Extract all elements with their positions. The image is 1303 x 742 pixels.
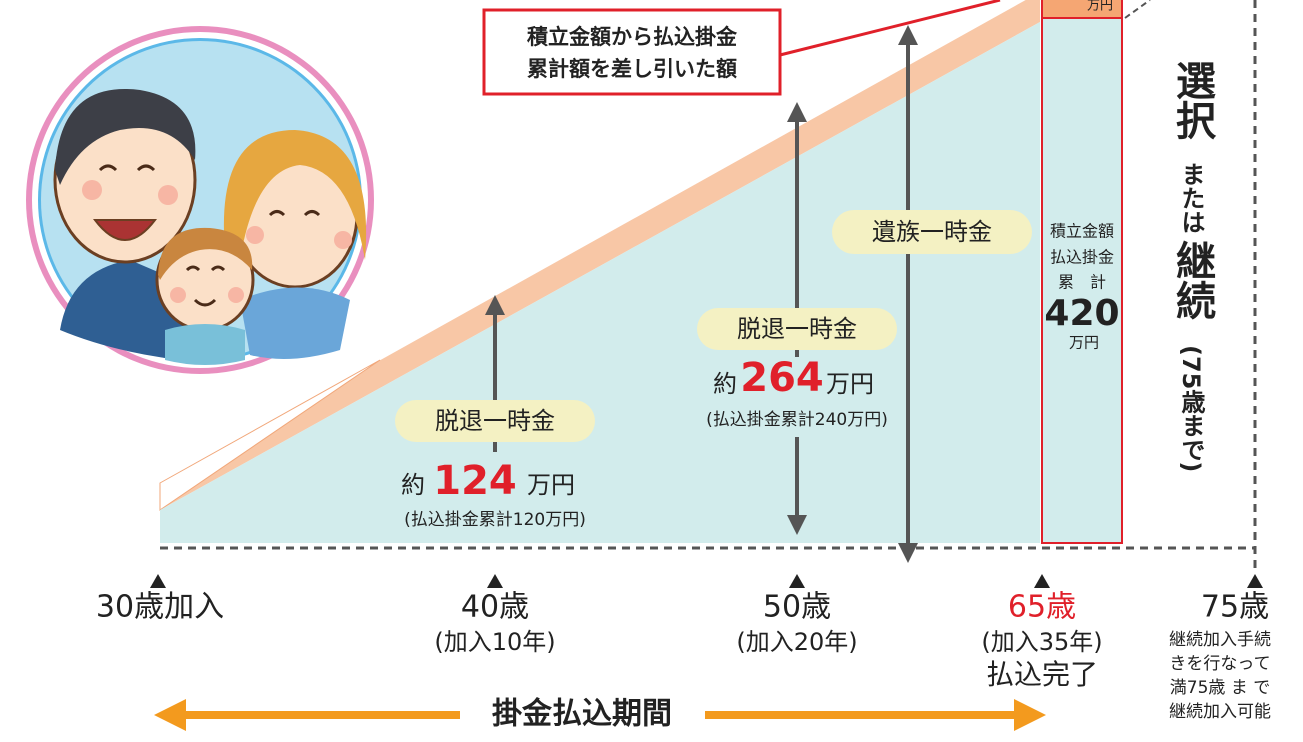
bar-amount: 420	[1044, 293, 1119, 334]
side-limit: (75歳まで)	[1177, 345, 1205, 472]
side-choose: 選択	[1169, 60, 1216, 140]
bar-unit: 万円	[1069, 334, 1099, 352]
amount-prefix: 約	[713, 370, 737, 398]
limit-note: 継続加入手続	[1169, 630, 1271, 650]
age-note: (加入20年)	[736, 628, 857, 656]
bar-top-unit: 万円	[1087, 0, 1113, 14]
total-note: (払込掛金累計120万円)	[404, 510, 586, 530]
age: 65歳	[1008, 590, 1076, 625]
callout-box	[482, 8, 782, 96]
label-bg	[692, 357, 902, 437]
total-bar	[1041, 17, 1123, 544]
ticks	[150, 574, 1263, 588]
pill-text: 脱退一時金	[737, 315, 857, 343]
bar-top	[1041, 0, 1123, 19]
bar-text: 積立金額	[1050, 222, 1114, 241]
side-or: または	[1177, 162, 1205, 234]
bar-text: 払込掛金	[1050, 248, 1114, 267]
side-continue: 継続	[1169, 240, 1216, 320]
pill-text: 遺族一時金	[872, 218, 992, 246]
leader	[1124, 0, 1151, 19]
family-illustration	[26, 26, 374, 374]
pill	[697, 308, 897, 350]
limit-note: 継続加入可能	[1169, 702, 1271, 722]
age: 40歳	[461, 590, 529, 625]
period: 掛金払込期間	[492, 697, 672, 732]
age-note: (加入10年)	[434, 628, 555, 656]
callout-text: 累計額を差し引いた額	[527, 57, 737, 81]
total-note: (払込掛金累計240万円)	[706, 410, 888, 430]
age-note: (加入35年)	[981, 628, 1102, 656]
limit-note: 満75歳 ま で	[1170, 678, 1270, 698]
callout-line	[779, 0, 1001, 57]
age: 75歳	[1201, 590, 1269, 625]
amount-prefix: 約	[401, 471, 425, 499]
age: 50歳	[763, 590, 831, 625]
pill	[832, 210, 1032, 254]
label-bg	[390, 452, 600, 542]
pill-text: 脱退一時金	[435, 407, 555, 435]
amount: 264	[740, 355, 824, 401]
bar-text: 累 計	[1058, 273, 1106, 292]
age-note: 払込完了	[986, 658, 1098, 691]
amount-unit: 万円	[527, 471, 575, 499]
limit-note: きを行なって	[1169, 654, 1270, 674]
pill	[395, 400, 595, 442]
age: 30歳加入	[96, 590, 224, 625]
amount: 124	[433, 458, 517, 504]
amount-unit: 万円	[826, 370, 874, 398]
callout-text: 積立金額から払込掛金	[527, 25, 738, 49]
